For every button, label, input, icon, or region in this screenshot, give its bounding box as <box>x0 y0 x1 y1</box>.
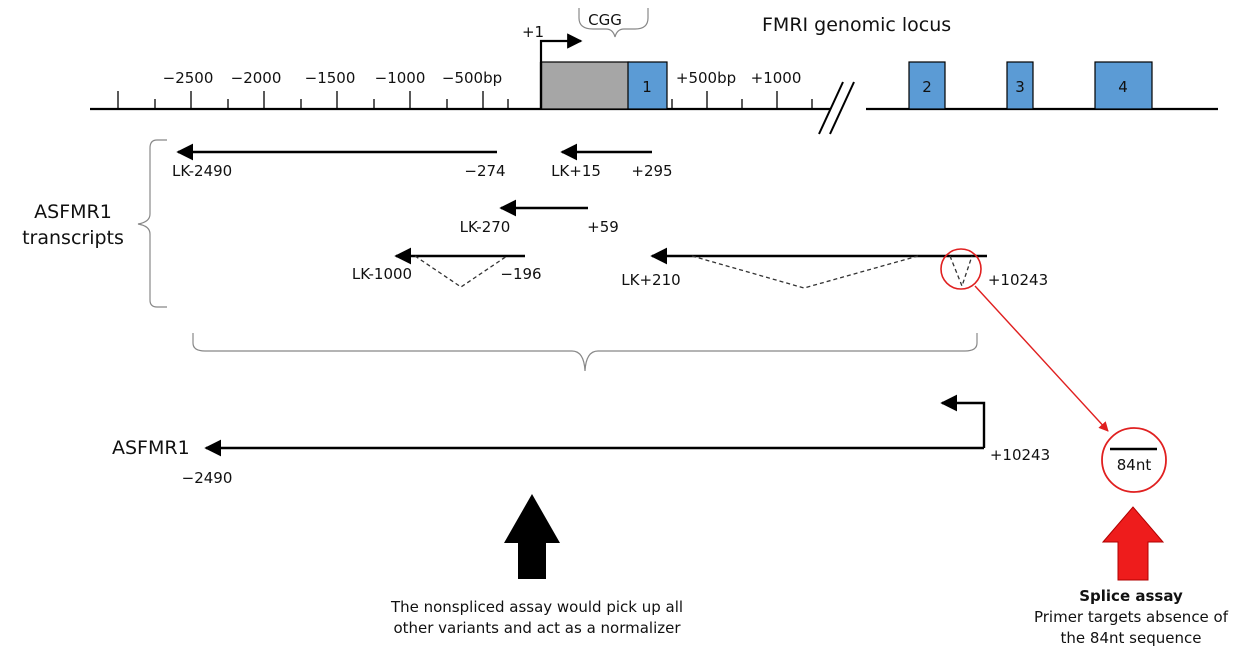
transcript-lk-plus210-84nt-splice <box>949 255 973 288</box>
splice-connector-arrow <box>974 285 1109 432</box>
scale-label-minus1000: −1000 <box>375 69 426 87</box>
exon-2-label: 2 <box>922 78 932 96</box>
transcript-lk-plus15-end: +295 <box>631 162 672 180</box>
transcripts-label-line2: transcripts <box>22 227 124 249</box>
transcripts-label-line1: ASFMR1 <box>34 201 112 223</box>
splice-assay-title: Splice assay <box>1079 587 1183 605</box>
axis-ticks <box>117 91 813 109</box>
transcripts-brace <box>137 139 167 308</box>
scale-label-minus2000: −2000 <box>231 69 282 87</box>
splice-assay-arrow <box>1101 506 1165 581</box>
cgg-label: CGG <box>588 11 622 29</box>
locus-title: FMRI genomic locus <box>762 14 951 36</box>
transcript-lk-2490-name: LK-2490 <box>172 162 232 180</box>
summary-start: −2490 <box>182 469 233 487</box>
scale-label-minus1500: −1500 <box>305 69 356 87</box>
scale-label-minus500: −500bp <box>442 69 502 87</box>
transcript-lk-1000-end: −196 <box>500 265 541 283</box>
transcript-lk-plus210-end: +10243 <box>988 271 1048 289</box>
summary-name: ASFMR1 <box>112 437 190 459</box>
merge-brace <box>192 333 978 372</box>
exon-3 <box>1006 61 1034 110</box>
exon-4-label: 4 <box>1118 78 1128 96</box>
summary-tss-arrow <box>940 394 986 448</box>
scale-label-plus500: +500bp <box>676 69 736 87</box>
nonspliced-assay-text-line1: The nonspliced assay would pick up all <box>390 598 683 616</box>
nonspliced-assay-arrow <box>504 494 560 579</box>
scale-label-plus1000: +1000 <box>751 69 802 87</box>
exon-1-label: 1 <box>642 78 652 96</box>
transcript-lk-270-end: +59 <box>587 218 619 236</box>
exon-3-label: 3 <box>1015 78 1025 96</box>
transcript-lk-plus210-intron <box>691 255 919 289</box>
nonspliced-assay-text-line2: other variants and act as a normalizer <box>393 619 681 637</box>
summary-end: +10243 <box>990 446 1050 464</box>
transcript-lk-1000-name: LK-1000 <box>352 265 412 283</box>
transcript-lk-270-name: LK-270 <box>460 218 511 236</box>
exon-1 <box>627 61 668 110</box>
84nt-highlight-circle <box>1101 427 1167 493</box>
exon-2 <box>908 61 946 110</box>
scale-label-minus2500: −2500 <box>163 69 214 87</box>
splice-assay-text-line2: the 84nt sequence <box>1061 629 1202 647</box>
axis-break-icon <box>818 81 866 135</box>
splice-assay-text-line1: Primer targets absence of <box>1034 608 1229 626</box>
transcript-lk-1000-splice <box>414 255 508 288</box>
tss-label: +1 <box>522 23 544 41</box>
cgg-brace <box>578 8 649 38</box>
transcript-lk-plus210-name: LK+210 <box>621 271 680 289</box>
84nt-label: 84nt <box>1117 456 1152 474</box>
exon-4 <box>1094 61 1153 110</box>
transcript-lk-plus15-name: LK+15 <box>551 162 601 180</box>
promoter-region <box>540 61 630 110</box>
tss-arrow <box>539 33 583 62</box>
splice-junction-highlight <box>940 248 982 290</box>
transcript-lk-2490-end: −274 <box>464 162 505 180</box>
